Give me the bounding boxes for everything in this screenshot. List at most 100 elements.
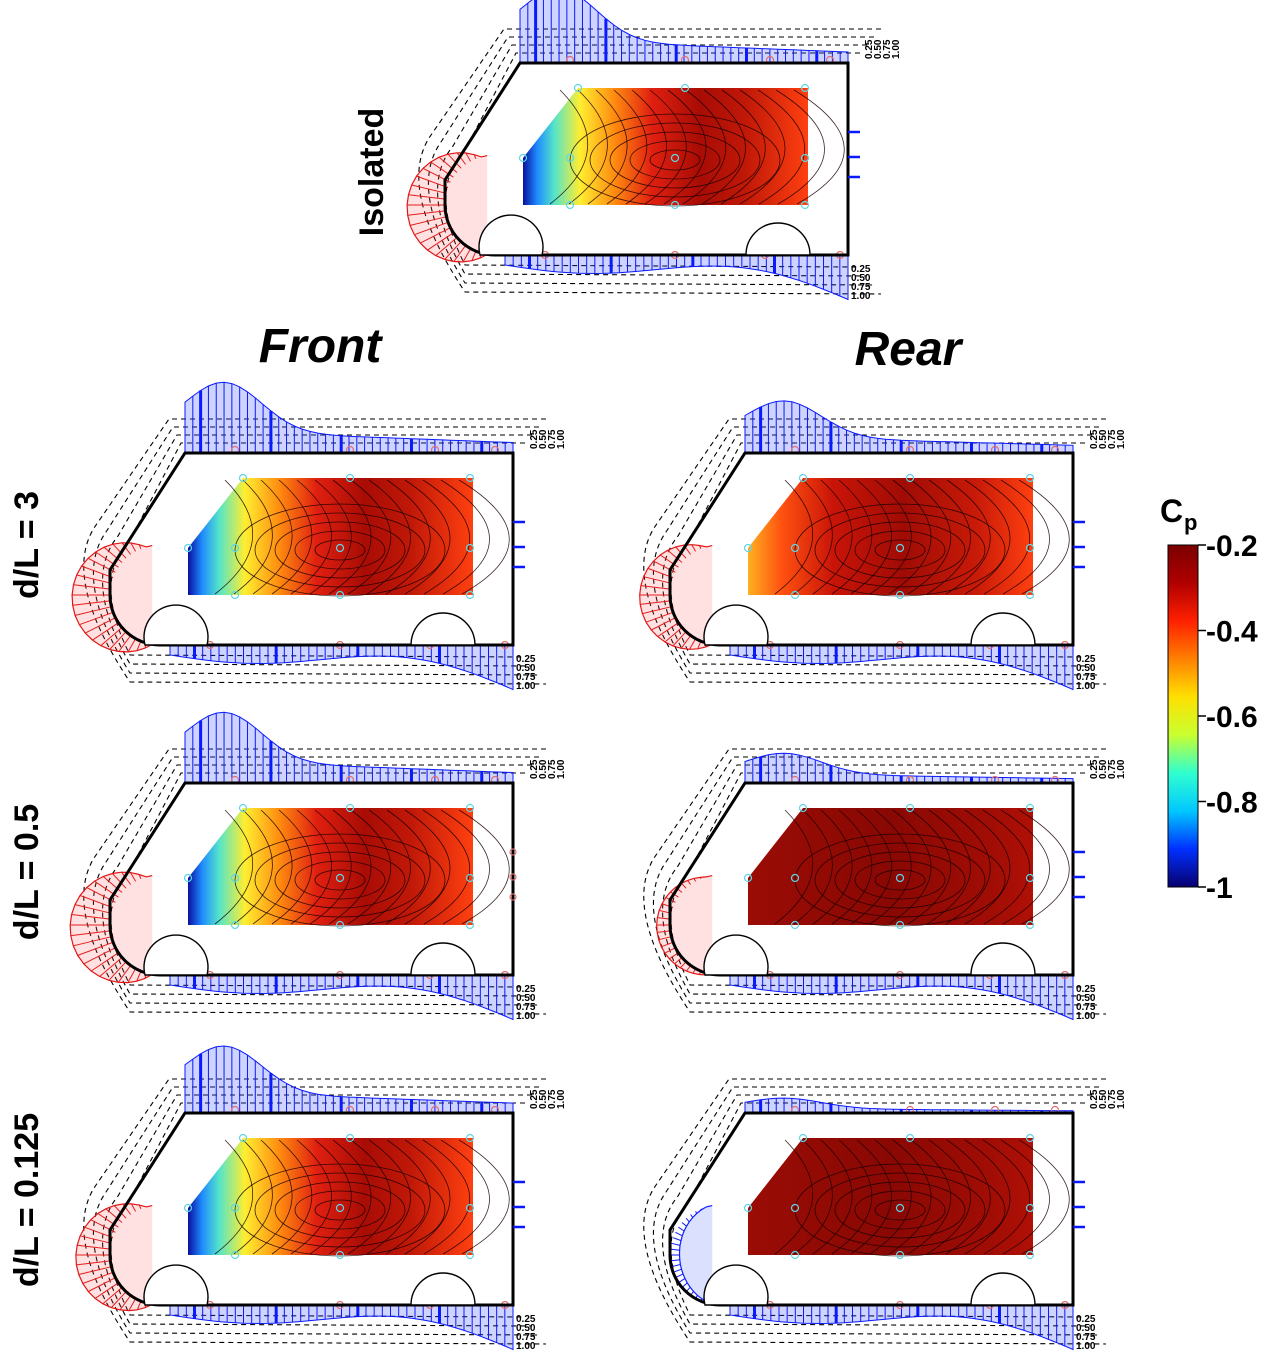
nose-cp-vector: [121, 542, 132, 555]
colorbar-gradient: [1167, 544, 1199, 888]
scale-guide: [652, 756, 1100, 1006]
pressure-tap: [743, 1203, 753, 1213]
contour-line: [644, 89, 687, 205]
pressure-tap: [743, 873, 753, 883]
contour-loop: [609, 131, 741, 189]
contour-line: [869, 1139, 912, 1255]
contour-line: [271, 809, 313, 925]
nose-cp-vector: [672, 1237, 682, 1242]
contour-line: [328, 479, 372, 595]
pressure-tap: [905, 803, 915, 813]
nose-cp-vector: [99, 957, 123, 977]
contour-line: [1018, 1139, 1070, 1255]
side-pressure-contour-map: [188, 478, 473, 595]
contour-line: [774, 1139, 814, 1255]
underbody-scale-label: 0.50: [516, 1323, 536, 1334]
roof-scale-label: 0.75: [547, 429, 558, 449]
contour-line: [793, 1139, 833, 1255]
side-pressure-contour-map: [188, 808, 473, 925]
nose-cp-vector: [675, 1273, 684, 1279]
contour-loop: [794, 1163, 1006, 1257]
pressure-tap: [895, 873, 905, 883]
contour-line: [549, 89, 589, 205]
nose-cp-vector: [76, 1260, 111, 1266]
front-column-label: Front: [259, 320, 384, 373]
nose-cp-vector: [675, 1231, 683, 1237]
underbody-scale-label: 0.25: [516, 654, 536, 665]
nose-cp-vector: [689, 638, 697, 650]
nose-cp-vector: [102, 1287, 123, 1305]
nose-cp-vector: [108, 961, 127, 981]
contour-line: [793, 479, 833, 595]
contour-line: [831, 1139, 873, 1255]
nose-cp-vector: [651, 617, 676, 631]
contour-line: [964, 809, 1011, 925]
nose-cp-vector: [462, 248, 472, 263]
contour-line: [290, 479, 332, 595]
contour-line: [214, 1139, 254, 1255]
pressure-tap: [230, 1250, 240, 1260]
nose-cp-vector: [130, 872, 137, 882]
panel-front-3: 0.250.250.500.500.750.751.001.00: [71, 381, 567, 692]
pressure-tap: [335, 1203, 345, 1213]
underbody-scale-label: 0.50: [516, 993, 536, 1004]
pressure-tap: [800, 153, 810, 163]
underbody-scale-label: 0.75: [1076, 1332, 1096, 1343]
pressure-tap: [790, 590, 800, 600]
contour-line: [945, 1139, 991, 1255]
scale-guide: [92, 756, 540, 1006]
scale-guide: [418, 28, 882, 295]
contour-line: [1000, 1139, 1050, 1255]
nose-cp-vector: [643, 576, 672, 584]
nose-cp-vector: [657, 917, 671, 920]
contour-line: [440, 479, 490, 595]
pressure-tap: [345, 473, 355, 483]
side-pressure-contour-map: [188, 1138, 473, 1255]
pressure-tap: [335, 920, 345, 930]
pressure-tap: [670, 200, 680, 210]
scale-guide: [102, 1094, 533, 1327]
pressure-tap: [1025, 873, 1035, 883]
roof-scale-label: 1.00: [1116, 429, 1127, 449]
colorbar-title-subscript: p: [1184, 510, 1197, 535]
contour-loop: [274, 521, 406, 579]
contour-loop: [874, 869, 926, 891]
contour-loop: [254, 842, 426, 918]
underbody-scale-label: 0.25: [1076, 654, 1096, 665]
roof-cp-distribution: [184, 381, 514, 454]
front-wheel: [703, 604, 769, 646]
roof-scale-label: 0.50: [1098, 1089, 1109, 1109]
nose-cp-vector: [109, 631, 127, 650]
base-pressure-tap: [509, 893, 517, 901]
roof-scale-label: 1.00: [891, 39, 902, 59]
underbody-scale-label: 0.25: [516, 984, 536, 995]
side-pressure-contour-map: [748, 1138, 1033, 1255]
pressure-tap: [1025, 1133, 1035, 1143]
scale-guide: [662, 764, 1093, 997]
pressure-tap: [895, 590, 905, 600]
underbody-scale-label: 0.25: [851, 264, 871, 275]
contour-line: [233, 809, 273, 925]
pressure-tap: [230, 590, 240, 600]
roof-cp-distribution: [184, 1045, 514, 1114]
base-pressure-tap: [509, 873, 517, 881]
pressure-tap: [895, 920, 905, 930]
contour-line: [774, 479, 814, 595]
nose-cp-vector: [672, 1268, 682, 1273]
nose-cp-vector: [427, 232, 454, 251]
pressure-tap: [465, 543, 475, 553]
rear-wheel: [410, 612, 476, 646]
panel-front-0125: 0.250.250.500.500.750.751.001.00: [75, 1045, 567, 1352]
contour-line: [888, 1139, 932, 1255]
pressure-tap: [573, 83, 583, 93]
roof-scale-label: 0.50: [538, 429, 549, 449]
panel-front-05: 0.250.250.500.500.750.751.001.00: [69, 711, 567, 1022]
nose-cp-vector: [691, 544, 697, 552]
contour-line: [233, 479, 273, 595]
scale-guide: [652, 1086, 1100, 1336]
nose-cp-vector: [80, 1235, 112, 1244]
underbody-cp-distribution: [504, 254, 849, 301]
contour-line: [812, 479, 853, 595]
nose-cp-fill: [72, 542, 153, 652]
scale-guide: [643, 418, 1107, 685]
